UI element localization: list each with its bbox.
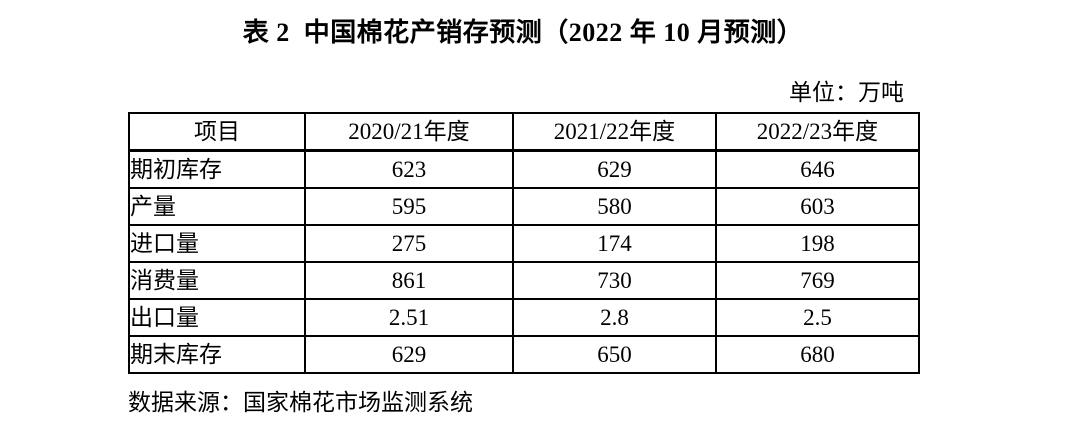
table-row: 消费量 861 730 769 bbox=[128, 261, 920, 300]
column-header-year1: 2020/21年度 bbox=[304, 112, 514, 152]
value-cell: 2.5 bbox=[715, 298, 920, 337]
row-label-cell: 期末库存 bbox=[128, 335, 306, 374]
row-label-cell: 出口量 bbox=[128, 298, 306, 337]
value-cell: 861 bbox=[304, 261, 514, 300]
table-row: 出口量 2.51 2.8 2.5 bbox=[128, 298, 920, 337]
value-cell: 2.8 bbox=[512, 298, 717, 337]
row-label-cell: 产量 bbox=[128, 187, 306, 226]
value-cell: 646 bbox=[715, 149, 920, 189]
value-cell: 595 bbox=[304, 187, 514, 226]
column-header-year3: 2022/23年度 bbox=[715, 112, 920, 152]
table-row: 进口量 275 174 198 bbox=[128, 224, 920, 263]
column-header-year2: 2021/22年度 bbox=[512, 112, 717, 152]
table-header-row: 项目 2020/21年度 2021/22年度 2022/23年度 bbox=[128, 112, 920, 152]
content-area: 表 2 中国棉花产销存预测（2022 年 10 月预测） 单位：万吨 项目 20… bbox=[128, 0, 920, 417]
value-cell: 275 bbox=[304, 224, 514, 263]
column-header-item: 项目 bbox=[128, 112, 306, 152]
table-row: 期末库存 629 650 680 bbox=[128, 335, 920, 374]
row-label-cell: 期初库存 bbox=[128, 149, 306, 189]
row-label-cell: 进口量 bbox=[128, 224, 306, 263]
value-cell: 769 bbox=[715, 261, 920, 300]
value-cell: 650 bbox=[512, 335, 717, 374]
value-cell: 2.51 bbox=[304, 298, 514, 337]
cotton-forecast-table: 项目 2020/21年度 2021/22年度 2022/23年度 期初库存 62… bbox=[128, 112, 920, 374]
value-cell: 198 bbox=[715, 224, 920, 263]
row-label-cell: 消费量 bbox=[128, 261, 306, 300]
value-cell: 629 bbox=[304, 335, 514, 374]
value-cell: 730 bbox=[512, 261, 717, 300]
value-cell: 680 bbox=[715, 335, 920, 374]
page-title: 表 2 中国棉花产销存预测（2022 年 10 月预测） bbox=[242, 18, 804, 47]
table-row: 产量 595 580 603 bbox=[128, 187, 920, 226]
value-cell: 174 bbox=[512, 224, 717, 263]
value-cell: 580 bbox=[512, 187, 717, 226]
source-note: 数据来源：国家棉花市场监测系统 bbox=[128, 390, 473, 415]
table-row: 期初库存 623 629 646 bbox=[128, 149, 920, 189]
value-cell: 623 bbox=[304, 149, 514, 189]
value-cell: 629 bbox=[512, 149, 717, 189]
unit-label: 单位：万吨 bbox=[789, 80, 904, 105]
value-cell: 603 bbox=[715, 187, 920, 226]
